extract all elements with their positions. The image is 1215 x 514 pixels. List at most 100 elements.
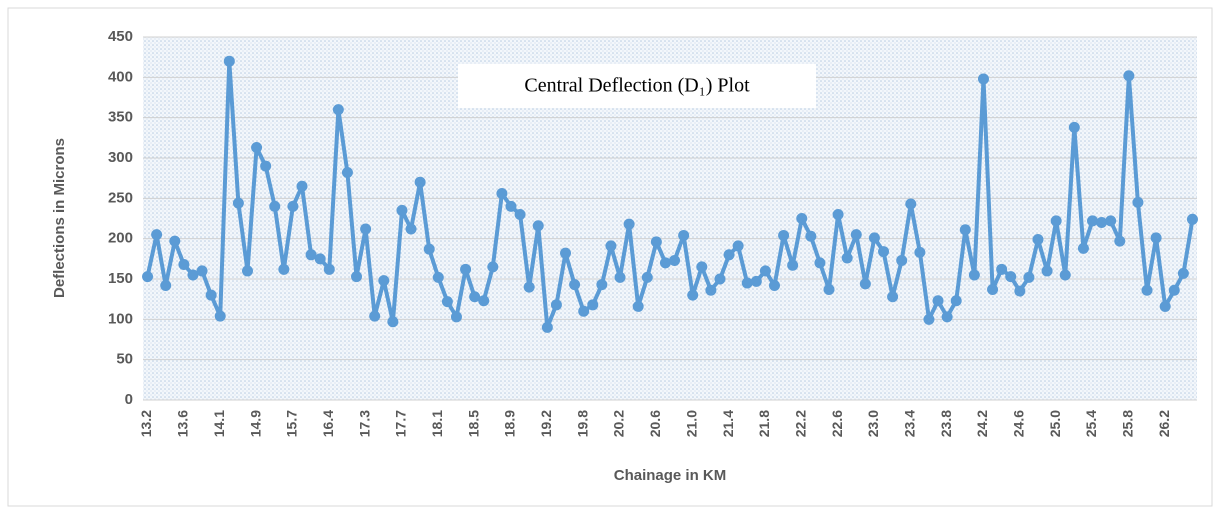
data-point <box>251 142 263 154</box>
data-point <box>496 187 508 199</box>
data-point <box>432 271 444 283</box>
data-point <box>241 265 253 277</box>
data-point <box>623 218 635 230</box>
data-point <box>296 180 308 192</box>
data-point <box>605 240 617 252</box>
data-point <box>941 311 953 323</box>
x-tick-label: 20.2 <box>611 410 627 437</box>
x-tick-label: 26.2 <box>1156 410 1172 437</box>
x-tick-label: 21.8 <box>756 410 772 437</box>
data-point <box>396 204 408 216</box>
data-point <box>541 321 553 333</box>
data-point <box>214 310 226 322</box>
data-point <box>1032 233 1044 245</box>
data-point <box>305 249 317 261</box>
data-point <box>405 223 417 235</box>
data-point <box>160 279 172 291</box>
y-tick-label: 50 <box>116 351 133 368</box>
x-tick-label: 23.8 <box>938 410 954 437</box>
x-tick-label: 17.3 <box>356 410 372 437</box>
data-point <box>759 265 771 277</box>
data-point <box>232 197 244 209</box>
data-point <box>1177 267 1189 279</box>
data-point <box>1050 215 1062 227</box>
data-point <box>1041 265 1053 277</box>
data-point <box>905 198 917 210</box>
data-point <box>187 269 199 281</box>
data-point <box>950 295 962 307</box>
x-tick-label: 18.9 <box>502 410 518 437</box>
data-point <box>1159 300 1171 312</box>
x-tick-label: 19.8 <box>574 410 590 437</box>
title-box <box>458 64 816 108</box>
data-point <box>260 160 272 172</box>
data-point <box>1068 121 1080 133</box>
data-point <box>587 299 599 311</box>
data-point <box>632 300 644 312</box>
x-tick-label: 13.6 <box>175 410 191 437</box>
x-tick-label: 22.6 <box>829 410 845 437</box>
data-point <box>868 232 880 244</box>
data-point <box>841 252 853 264</box>
y-tick-label: 150 <box>108 270 133 287</box>
x-tick-label: 13.2 <box>138 410 154 437</box>
data-point <box>787 259 799 271</box>
data-point <box>723 249 735 261</box>
y-tick-label: 400 <box>108 68 133 85</box>
data-point <box>768 279 780 291</box>
data-point <box>741 277 753 289</box>
x-tick-label: 23.4 <box>901 410 917 437</box>
data-point <box>478 295 490 307</box>
data-point <box>659 257 671 269</box>
data-point <box>859 278 871 290</box>
data-point <box>560 247 572 259</box>
data-point <box>269 200 281 212</box>
data-point <box>878 246 890 258</box>
y-tick-label: 100 <box>108 310 133 327</box>
data-point <box>996 263 1008 275</box>
data-point <box>469 291 481 303</box>
x-tick-label: 18.1 <box>429 410 445 437</box>
data-point <box>887 291 899 303</box>
data-point <box>387 316 399 328</box>
x-tick-label: 18.5 <box>465 410 481 437</box>
x-tick-label: 22.2 <box>792 410 808 437</box>
data-point <box>959 224 971 236</box>
x-tick-label: 25.0 <box>1047 410 1063 437</box>
data-point <box>1005 271 1017 283</box>
data-point <box>1150 232 1162 244</box>
data-point <box>850 229 862 241</box>
x-tick-label: 21.4 <box>720 410 736 437</box>
x-tick-label: 24.6 <box>1011 410 1027 437</box>
data-point <box>460 263 472 275</box>
x-tick-label: 23.0 <box>865 410 881 437</box>
data-point <box>1186 213 1198 225</box>
data-point <box>1114 235 1126 247</box>
data-point <box>968 269 980 281</box>
data-point <box>487 261 499 273</box>
data-point <box>1132 196 1144 208</box>
data-point <box>287 200 299 212</box>
data-point <box>196 265 208 277</box>
x-tick-label: 19.2 <box>538 410 554 437</box>
data-point <box>796 213 808 224</box>
data-point <box>414 176 426 188</box>
data-point <box>687 289 699 301</box>
data-point <box>823 283 835 295</box>
data-point <box>441 296 453 308</box>
data-point <box>1059 269 1071 281</box>
data-point <box>341 167 353 179</box>
data-point <box>1141 284 1153 296</box>
data-point <box>360 223 372 235</box>
data-point <box>278 263 290 275</box>
y-tick-label: 350 <box>108 109 133 126</box>
data-point <box>977 73 989 85</box>
data-point <box>1087 215 1099 227</box>
data-point <box>514 208 526 220</box>
x-tick-label: 14.1 <box>211 410 227 437</box>
data-point <box>205 289 217 301</box>
data-point <box>351 271 363 283</box>
x-tick-label: 25.8 <box>1120 410 1136 437</box>
data-point <box>332 104 344 116</box>
data-point <box>1105 215 1117 227</box>
